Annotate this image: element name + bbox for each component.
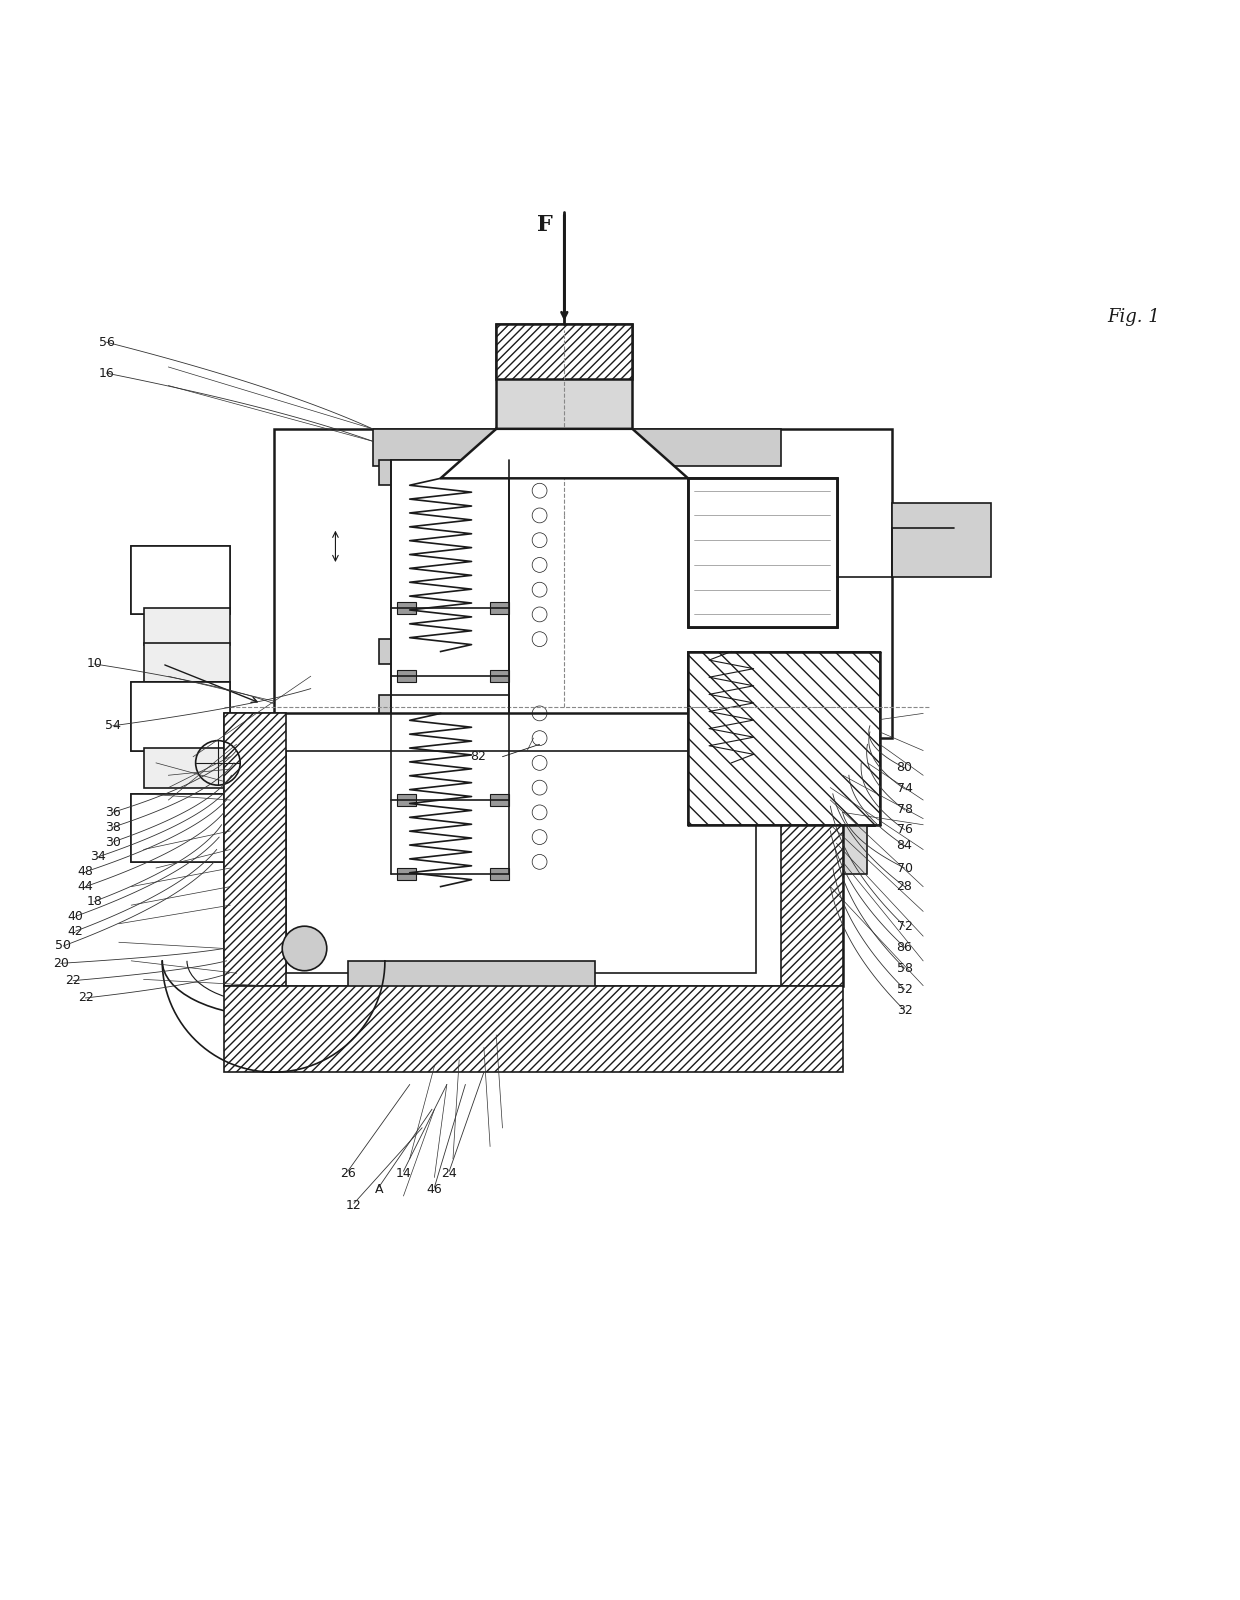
Bar (131, 546, 231, 614)
Bar (144, 643, 231, 683)
Text: 54: 54 (105, 720, 120, 733)
Text: F: F (537, 214, 553, 235)
Text: A: A (374, 1184, 383, 1197)
Bar (391, 459, 508, 707)
Bar (274, 429, 893, 738)
Bar (131, 546, 231, 614)
Text: 16: 16 (99, 366, 114, 379)
Bar (378, 874, 502, 899)
Text: 86: 86 (897, 941, 913, 954)
Polygon shape (440, 429, 688, 478)
Text: 74: 74 (897, 782, 913, 795)
Bar (688, 478, 837, 627)
Text: 56: 56 (99, 336, 114, 349)
Bar (490, 602, 508, 614)
Text: 50: 50 (56, 939, 71, 952)
Text: 14: 14 (396, 1166, 412, 1181)
Text: 26: 26 (340, 1166, 356, 1181)
Text: 10: 10 (87, 658, 102, 670)
Text: 40: 40 (68, 910, 83, 923)
Text: 22: 22 (66, 974, 81, 987)
Text: 44: 44 (78, 880, 93, 893)
Bar (756, 813, 868, 874)
Text: 78: 78 (897, 803, 913, 816)
Text: 48: 48 (78, 866, 93, 878)
Bar (131, 683, 231, 750)
Bar (372, 429, 781, 466)
Bar (224, 714, 286, 986)
Text: 20: 20 (53, 957, 68, 970)
Text: 24: 24 (441, 1166, 458, 1181)
Bar (490, 670, 508, 683)
Text: 84: 84 (897, 840, 913, 853)
Bar (286, 750, 756, 973)
Bar (688, 651, 880, 824)
Bar (496, 323, 632, 379)
Bar (378, 638, 502, 664)
Bar (397, 794, 415, 806)
Bar (688, 651, 874, 824)
Bar (391, 694, 508, 942)
Text: 52: 52 (897, 982, 913, 995)
Bar (397, 869, 415, 880)
Text: 28: 28 (897, 880, 913, 893)
Text: 82: 82 (470, 750, 486, 763)
Text: 12: 12 (346, 1200, 362, 1213)
Text: 70: 70 (897, 861, 913, 875)
Text: 80: 80 (897, 762, 913, 774)
Bar (781, 714, 843, 986)
Text: 38: 38 (105, 821, 120, 834)
Circle shape (283, 926, 327, 971)
Text: 18: 18 (87, 894, 102, 907)
Text: 22: 22 (78, 992, 93, 1005)
Bar (347, 962, 595, 1010)
Bar (397, 670, 415, 683)
Bar (144, 608, 231, 645)
Text: 46: 46 (427, 1184, 443, 1197)
Bar (397, 602, 415, 614)
Text: 76: 76 (897, 822, 913, 837)
Bar (131, 683, 231, 750)
Text: Fig. 1: Fig. 1 (1107, 309, 1159, 326)
Bar (378, 694, 502, 720)
Text: 72: 72 (897, 920, 913, 933)
Bar (224, 714, 843, 986)
Bar (490, 869, 508, 880)
Text: 32: 32 (897, 1003, 913, 1018)
Bar (378, 459, 502, 485)
Text: 42: 42 (68, 925, 83, 938)
Bar (490, 794, 508, 806)
Bar (688, 478, 837, 627)
Bar (131, 794, 231, 862)
Text: 34: 34 (91, 851, 105, 864)
Bar (224, 986, 843, 1072)
Bar (893, 502, 991, 578)
Bar (144, 749, 231, 787)
Bar (131, 794, 231, 862)
Bar (688, 651, 874, 824)
Text: 58: 58 (897, 962, 913, 974)
Text: 30: 30 (105, 835, 120, 848)
Bar (496, 323, 632, 429)
Text: 36: 36 (105, 806, 120, 819)
